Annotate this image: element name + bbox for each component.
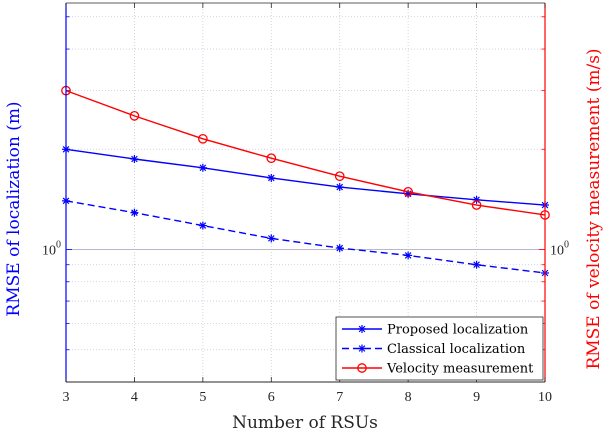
tick-label-exponent: 0: [564, 240, 569, 251]
legend: Proposed localization Classical localizat…: [335, 316, 544, 381]
legend-label: Proposed localization: [387, 323, 529, 338]
marker-asterisk-stroke: [267, 235, 275, 242]
left-y-tick-label: 100: [42, 240, 61, 259]
axes: [65, 2, 546, 383]
marker-asterisk-stroke: [358, 345, 366, 352]
marker-circle: [334, 171, 345, 182]
x-tick-label: 10: [538, 390, 552, 405]
marker-circle: [198, 133, 208, 144]
marker-circle: [266, 153, 277, 164]
left-y-axis-title: RMSE of localization (m): [4, 101, 24, 316]
series-line: [65, 89, 546, 216]
marker-asterisk-stroke: [336, 183, 344, 191]
legend-label: Classical localization: [387, 342, 526, 357]
marker-asterisk-stroke: [131, 155, 138, 163]
series-proposed-localization: [62, 145, 549, 210]
marker-asterisk-stroke: [267, 174, 275, 182]
legend-label: Velocity measurement: [386, 362, 534, 377]
legend-entry: Proposed localization: [342, 323, 529, 338]
marker-circle: [403, 186, 413, 197]
marker-circle: [357, 363, 367, 373]
x-tick-label: 4: [131, 390, 138, 405]
series-line: [65, 200, 546, 274]
marker-asterisk-stroke: [131, 209, 138, 216]
marker-circle: [471, 200, 482, 210]
marker-asterisk-stroke: [199, 222, 207, 229]
x-tick-label: 3: [63, 390, 70, 405]
x-axis-title: Number of RSUs: [232, 413, 378, 433]
x-tick-label: 9: [473, 390, 480, 405]
marker-asterisk-stroke: [199, 164, 207, 172]
tick-label-base: 10: [42, 244, 56, 259]
x-tick-label: 8: [405, 390, 412, 405]
x-tick-label: 6: [268, 390, 275, 405]
x-tick-label: 7: [336, 390, 343, 405]
right-y-axis-title: RMSE of velocity measurement (m/s): [584, 48, 604, 369]
marker-asterisk-stroke: [336, 244, 344, 252]
marker-circle: [129, 111, 140, 121]
series-line: [65, 148, 546, 206]
tick-label-base: 10: [550, 244, 564, 259]
marker-asterisk-stroke: [404, 252, 412, 259]
legend-entry: Classical localization: [342, 342, 526, 357]
series-layer: [61, 85, 550, 278]
x-tick-label: 5: [199, 390, 206, 405]
marker-asterisk-stroke: [473, 261, 480, 269]
marker-asterisk-stroke: [358, 325, 366, 333]
right-y-tick-label: 100: [550, 240, 569, 259]
legend-entry: Velocity measurement: [342, 362, 534, 377]
tick-label-exponent: 0: [56, 240, 61, 251]
